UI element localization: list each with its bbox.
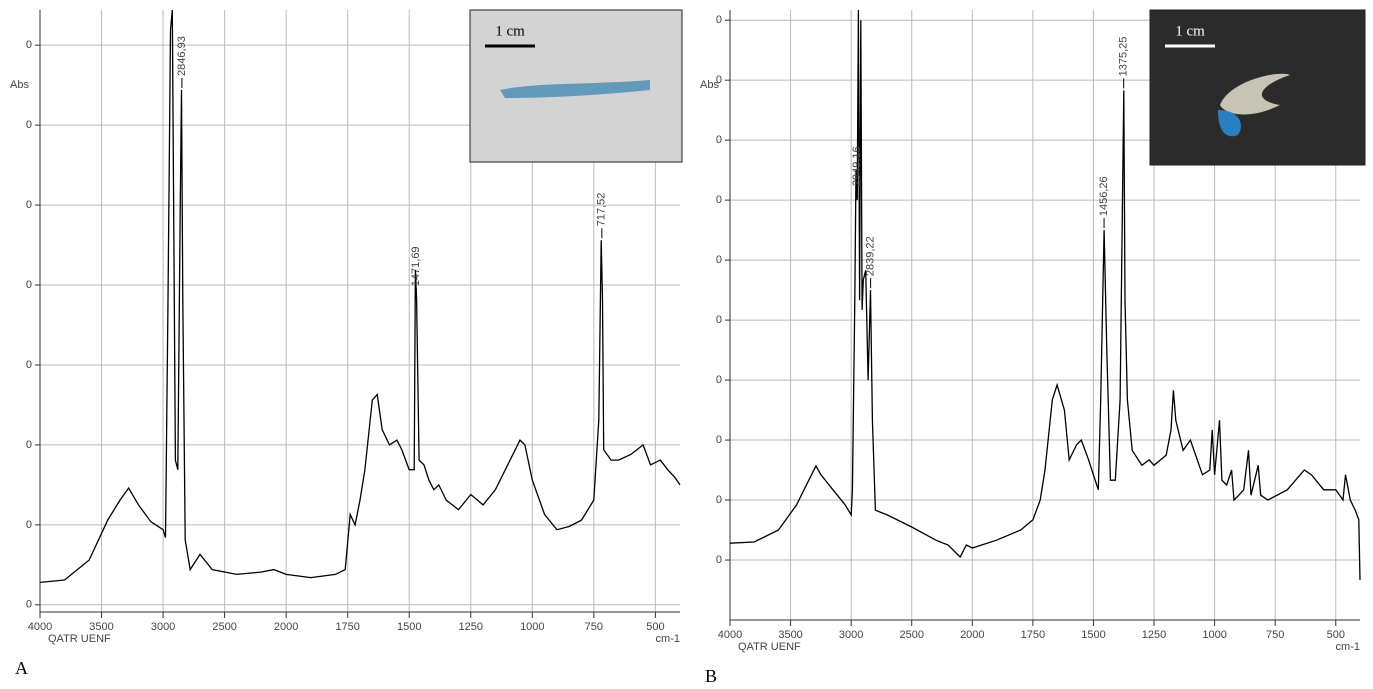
x-tick-label: 4000 [718,629,742,641]
y-tick-label: 0 [716,314,722,326]
x-axis-label: cm-1 [1336,641,1360,653]
peak-label: 2949,16 [851,146,863,186]
x-tick-label: 500 [646,621,664,633]
y-axis-label: Abs [700,79,719,91]
x-tick-label: 1500 [1081,629,1105,641]
y-tick-label: 0 [716,194,722,206]
x-tick-label: 1250 [459,621,483,633]
x-tick-label: 3000 [839,629,863,641]
y-tick-label: 0 [716,434,722,446]
x-tick-label: 1750 [335,621,359,633]
y-tick-label: 0 [26,599,32,611]
y-tick-label: 0 [716,134,722,146]
peak-label: 1471,69 [410,246,422,286]
y-tick-label: 0 [26,519,32,531]
x-tick-label: 2500 [899,629,923,641]
peak-label: 1456,26 [1098,176,1110,216]
y-tick-label: 0 [716,374,722,386]
y-tick-label: 0 [716,14,722,26]
y-tick-label: 0 [716,554,722,566]
y-tick-label: 0 [26,279,32,291]
x-tick-label: 2500 [212,621,236,633]
x-tick-label: 2000 [274,621,298,633]
sample-strip [500,80,650,98]
sample-film [1220,73,1290,115]
x-tick-label: 750 [1266,629,1284,641]
y-tick-label: 0 [26,199,32,211]
y-tick-label: 0 [26,119,32,131]
x-tick-label: 2000 [960,629,984,641]
panel: 4000 3500 3000 2500 2000 1750 1500 1250 1000 750 5… [700,9,1366,686]
y-tick-label: 0 [716,494,722,506]
panel-label: A [15,658,28,678]
panel: 4000 3500 3000 2500 2000 1750 1500 1250 1000 750 5… [10,9,683,678]
x-tick-label: 1000 [520,621,544,633]
peak-label: 717,52 [596,193,608,227]
watermark: QATR UENF [738,641,801,653]
x-tick-label: 1500 [397,621,421,633]
x-tick-label: 3500 [778,629,802,641]
x-tick-label: 1750 [1021,629,1045,641]
y-axis-label: Abs [10,79,29,91]
panel-label: B [705,666,717,686]
x-tick-label: 500 [1327,629,1345,641]
y-tick-label: 0 [26,439,32,451]
x-tick-label: 750 [585,621,603,633]
spectrum-line [39,9,681,584]
x-tick-label: 3000 [151,621,175,633]
y-tick-label: 0 [716,74,722,86]
x-tick-label: 3500 [89,621,113,633]
x-axis-label: cm-1 [656,633,680,645]
watermark: QATR UENF [48,633,111,645]
sample-dyed [1218,110,1241,137]
y-tick-label: 0 [716,254,722,266]
peak-label: 2839,22 [865,236,877,276]
y-tick-label: 0 [26,359,32,371]
scale-label: 1 cm [1175,23,1205,39]
x-tick-label: 1000 [1202,629,1226,641]
peak-label: 2846,93 [176,36,188,76]
y-tick-label: 0 [26,39,32,51]
spectrum-line [729,9,1361,580]
peak-label: 1375,25 [1118,37,1130,77]
scale-label: 1 cm [495,23,525,39]
x-tick-label: 1250 [1142,629,1166,641]
x-tick-label: 4000 [28,621,52,633]
